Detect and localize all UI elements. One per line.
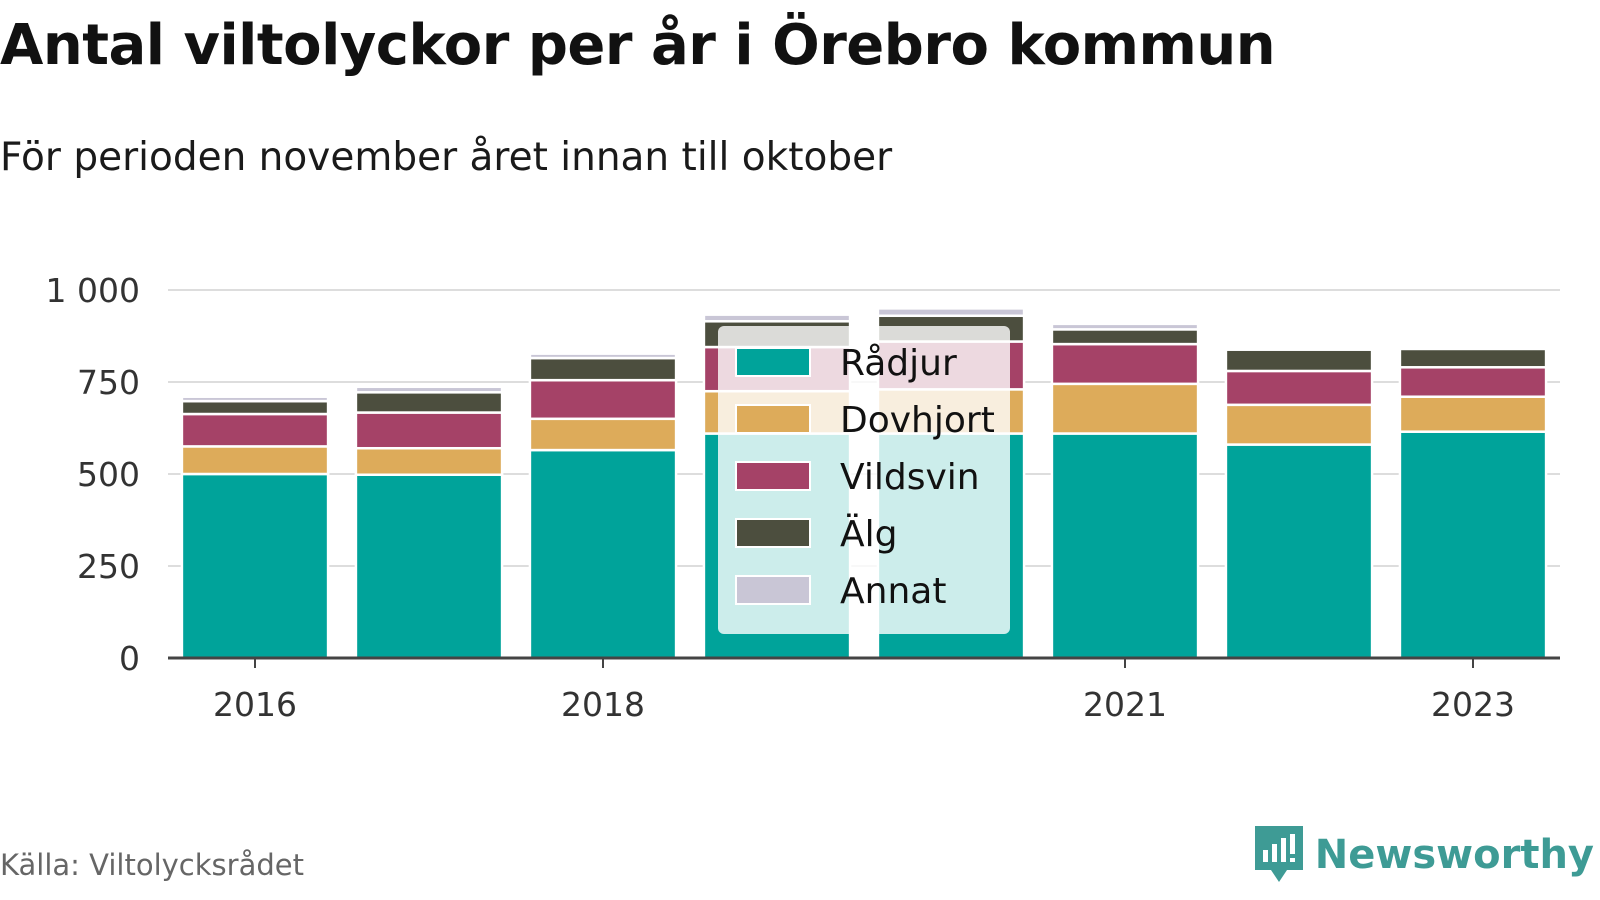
- legend-swatch: [735, 518, 811, 548]
- y-tick-label: 750: [77, 363, 140, 402]
- bar-segment: [1398, 430, 1548, 660]
- bar-segment: [180, 445, 330, 476]
- bar-segment: [1224, 443, 1374, 660]
- bar-segment: [180, 395, 330, 403]
- y-tick-label: 0: [119, 639, 140, 678]
- chart-title: Antal viltolyckor per år i Örebro kommun: [0, 13, 1276, 78]
- x-tick-label: 2018: [561, 685, 645, 724]
- bar-segment: [354, 385, 504, 394]
- bar-segment: [1224, 403, 1374, 446]
- chart-subtitle: För perioden november året innan till ok…: [0, 135, 893, 180]
- bar-segment: [1050, 322, 1200, 331]
- newsworthy-logo-icon: [1254, 826, 1303, 882]
- bar-segment: [1398, 395, 1548, 433]
- bar-segment: [876, 307, 1026, 318]
- source-note: Källa: Viltolycksrådet: [0, 848, 304, 882]
- axes: 0 250 500 750 1 000 2016 2018 2021 2023: [46, 271, 1560, 724]
- bar-segment: [1050, 342, 1200, 386]
- bar-segment: [1224, 348, 1374, 373]
- bar-segment: [180, 399, 330, 416]
- bar-segment: [1050, 328, 1200, 346]
- bar-segment: [354, 446, 504, 476]
- legend-label: Annat: [840, 571, 946, 612]
- x-tick-label: 2016: [213, 685, 297, 724]
- stacked-bar-chart: 0 250 500 750 1 000 2016 2018 2021 2023 Rådjur Do…: [46, 271, 1560, 724]
- bar-segment: [354, 391, 504, 414]
- bar-segment: [1398, 347, 1548, 369]
- bar-segment: [1050, 432, 1200, 660]
- y-tick-label: 1 000: [46, 271, 140, 310]
- bar-segment: [528, 352, 678, 360]
- bar-segment: [702, 313, 852, 323]
- legend-label: Älg: [840, 513, 897, 555]
- bar-segment: [528, 356, 678, 382]
- bar-segment: [354, 411, 504, 450]
- y-tick-label: 500: [77, 455, 140, 494]
- bar-segment: [180, 412, 330, 448]
- bar-segment: [354, 473, 504, 660]
- brand-logo: Newsworthy: [1253, 824, 1594, 886]
- bar-segment: [1050, 382, 1200, 435]
- bar-segment: [1398, 345, 1548, 351]
- legend-label: Rådjur: [840, 343, 957, 384]
- bar-segment: [1224, 369, 1374, 407]
- bar-segment: [1398, 366, 1548, 398]
- x-tick-label: 2021: [1083, 685, 1167, 724]
- legend-label: Vildsvin: [840, 457, 980, 498]
- legend: Rådjur Dovhjort Vildsvin Älg Annat: [718, 326, 1010, 634]
- legend-label: Dovhjort: [840, 400, 995, 441]
- bar-segment: [528, 417, 678, 452]
- bar-segment: [528, 448, 678, 660]
- legend-swatch: [735, 347, 811, 377]
- x-tick-label: 2023: [1431, 685, 1515, 724]
- legend-swatch: [735, 461, 811, 491]
- legend-swatch: [735, 404, 811, 434]
- bar-segment: [1224, 346, 1374, 351]
- brand-name: Newsworthy: [1314, 832, 1594, 878]
- y-tick-label: 250: [77, 547, 140, 586]
- bar-segment: [180, 472, 330, 660]
- legend-swatch: [735, 575, 811, 605]
- bar-segment: [528, 378, 678, 421]
- legend-box: [718, 326, 1010, 634]
